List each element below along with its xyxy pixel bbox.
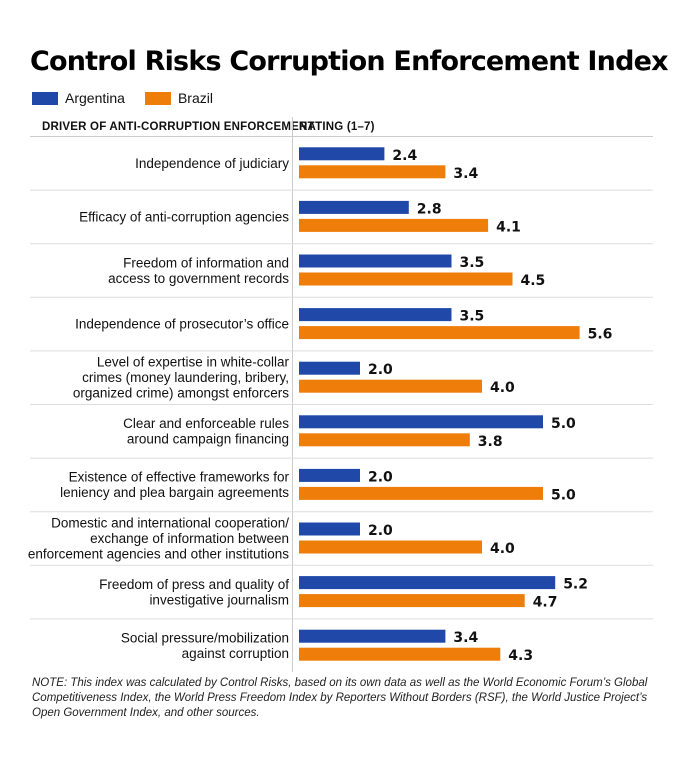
data-label-brazil: 4.0 — [490, 541, 515, 557]
category-column-header: DRIVER OF ANTI-CORRUPTION ENFORCEMENT — [42, 121, 315, 133]
data-label-brazil: 4.3 — [508, 648, 533, 664]
category-label-line: Independence of judiciary — [135, 156, 289, 171]
data-label-argentina: 5.0 — [551, 416, 576, 432]
data-label-brazil: 4.0 — [490, 380, 515, 396]
category-label: Existence of effective frameworks for len… — [60, 470, 289, 501]
bar-brazil — [299, 379, 482, 393]
bar-brazil — [299, 594, 525, 608]
bar-brazil — [299, 486, 543, 500]
data-label-argentina: 3.4 — [453, 630, 478, 646]
category-label-line: crimes (money laundering, bribery, — [82, 370, 289, 385]
data-label-argentina: 3.5 — [460, 255, 485, 271]
category-label: Freedom of press and quality of investiga… — [99, 577, 289, 608]
bar-argentina — [299, 200, 409, 214]
data-label-brazil: 4.5 — [521, 273, 546, 289]
category-label: Domestic and international cooperation/e… — [28, 516, 289, 562]
bar-argentina — [299, 415, 543, 429]
chart-note: NOTE: This index was calculated by Contr… — [32, 677, 648, 719]
category-label-line: access to government records — [108, 271, 289, 286]
category-label-line: against corruption — [182, 646, 289, 661]
category-label-line: Existence of effective frameworks for — [69, 470, 290, 485]
category-label-line: Social pressure/mobilization — [121, 630, 289, 645]
category-label-line: Level of expertise in white-collar — [97, 355, 290, 370]
bar-argentina — [299, 522, 360, 536]
category-label-line: Freedom of press and quality of — [99, 577, 289, 592]
legend-swatch-brazil — [144, 91, 171, 105]
category-label-line: leniency and plea bargain agreements — [60, 485, 289, 500]
chart-legend: Argentina Brazil — [32, 90, 233, 106]
data-label-brazil: 5.6 — [588, 327, 613, 343]
data-label-brazil: 3.8 — [478, 434, 503, 450]
data-label-brazil: 4.7 — [533, 595, 558, 611]
data-label-argentina: 2.4 — [392, 148, 417, 164]
category-label-line: exchange of information between — [90, 531, 289, 546]
bar-brazil — [299, 540, 482, 554]
bar-argentina — [299, 468, 360, 482]
bar-brazil — [299, 433, 470, 447]
chart-title: Control Risks Corruption Enforcement Ind… — [30, 46, 669, 77]
category-label: Clear and enforceable rules around campai… — [123, 416, 289, 447]
legend-item-brazil: Brazil — [144, 90, 213, 106]
rating-column-header: RATING (1–7) — [299, 121, 375, 133]
bar-brazil — [299, 326, 580, 340]
category-label-line: Efficacy of anti-corruption agencies — [79, 209, 289, 224]
bar-argentina — [299, 254, 452, 268]
category-label-line: enforcement agencies and other instituti… — [28, 547, 289, 562]
category-label-line: organized crime) amongst enforcers — [73, 386, 289, 401]
data-label-argentina: 2.8 — [417, 201, 442, 217]
category-label: Social pressure/mobilization against corr… — [121, 630, 289, 661]
data-label-argentina: 2.0 — [368, 523, 393, 539]
category-label-line: investigative journalism — [149, 592, 289, 607]
data-label-argentina: 2.0 — [368, 469, 393, 485]
data-label-brazil: 3.4 — [453, 166, 478, 182]
category-label: Freedom of information and access to gove… — [108, 255, 289, 286]
category-label: Level of expertise in white-collar crimes… — [73, 355, 290, 401]
bar-brazil — [299, 647, 501, 661]
category-label-line: Freedom of information and — [123, 255, 289, 270]
category-label-line: around campaign financing — [127, 432, 289, 447]
bar-argentina — [299, 576, 556, 590]
data-label-argentina: 2.0 — [368, 362, 393, 378]
legend-label-argentina: Argentina — [65, 90, 125, 106]
data-label-argentina: 5.2 — [563, 577, 588, 593]
category-label: Efficacy of anti-corruption agencies — [79, 209, 289, 224]
bar-argentina — [299, 361, 360, 375]
category-label-line: Domestic and international cooperation/ — [51, 516, 289, 531]
bar-argentina — [299, 308, 452, 322]
bar-argentina — [299, 629, 446, 643]
legend-swatch-argentina — [32, 91, 58, 105]
category-label-line: Clear and enforceable rules — [123, 416, 289, 431]
category-label-line: Independence of prosecutor’s office — [75, 317, 289, 332]
data-label-argentina: 3.5 — [460, 309, 485, 325]
bar-brazil — [299, 165, 446, 179]
bar-argentina — [299, 147, 385, 161]
legend-item-argentina: Argentina — [32, 90, 125, 106]
data-label-brazil: 4.1 — [496, 219, 521, 235]
bar-brazil — [299, 272, 513, 286]
category-label: Independence of judiciary — [135, 156, 289, 171]
legend-label-brazil: Brazil — [177, 90, 213, 106]
category-label: Independence of prosecutor’s office — [75, 317, 289, 332]
data-label-brazil: 5.0 — [551, 487, 576, 503]
bar-brazil — [299, 218, 489, 232]
